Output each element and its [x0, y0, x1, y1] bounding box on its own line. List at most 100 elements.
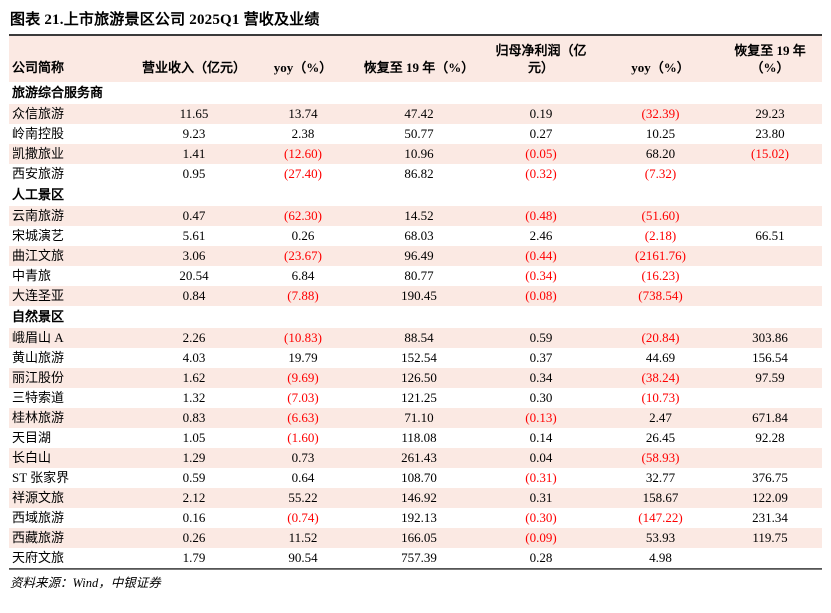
- value-cell: (7.03): [287, 390, 319, 405]
- value-cell: [718, 266, 822, 286]
- value-cell: 126.50: [359, 368, 479, 388]
- value-cell: 122.09: [718, 488, 822, 508]
- value-cell: 0.16: [182, 510, 206, 525]
- value-cell: (0.05): [479, 144, 603, 164]
- value-cell: (6.63): [247, 408, 359, 428]
- company-name-cell: 西藏旅游: [9, 528, 141, 548]
- value-cell: 0.59: [479, 328, 603, 348]
- value-cell: 108.70: [401, 470, 437, 485]
- value-cell: 166.05: [359, 528, 479, 548]
- value-cell: 152.54: [401, 350, 437, 365]
- value-cell: 0.26: [291, 228, 315, 243]
- value-cell: (32.39): [603, 104, 718, 124]
- value-cell: [718, 206, 822, 226]
- value-cell: 0.64: [291, 470, 315, 485]
- company-name-cell: 众信旅游: [9, 104, 141, 124]
- value-cell: 119.75: [718, 528, 822, 548]
- value-cell: 32.77: [645, 470, 676, 485]
- value-cell: 86.82: [404, 166, 434, 181]
- table-row: 丽江股份 1.62 (9.69) 126.50 0.34 (38.24) 97.59: [9, 368, 822, 388]
- value-cell: 0.34: [479, 368, 603, 388]
- value-cell: 4.98: [649, 550, 672, 565]
- value-cell: (23.67): [247, 246, 359, 266]
- value-cell: (7.88): [247, 286, 359, 306]
- value-cell: (2.18): [644, 228, 677, 243]
- value-cell: (0.74): [287, 510, 319, 525]
- company-name-cell: 大连圣亚: [9, 286, 141, 306]
- value-cell: 13.74: [247, 104, 359, 124]
- value-cell: 10.25: [645, 126, 676, 141]
- col-header-revenue: 营业收入（亿元）: [141, 36, 247, 82]
- value-cell: 2.47: [603, 408, 718, 428]
- table-row: 桂林旅游 0.83 (6.63) 71.10 (0.13) 2.47 671.84: [9, 408, 822, 428]
- value-cell: 0.73: [247, 448, 359, 468]
- col-header-revenue-yoy: yoy（%）: [247, 36, 359, 82]
- value-cell: (0.31): [525, 470, 557, 485]
- value-cell: 0.95: [182, 166, 206, 181]
- value-cell: 68.03: [404, 228, 434, 243]
- table-row: 黄山旅游 4.03 19.79 152.54 0.37 44.69 156.54: [9, 348, 822, 368]
- value-cell: 5.61: [182, 228, 206, 243]
- figure-title: 图表 21.上市旅游景区公司 2025Q1 营收及业绩: [10, 12, 320, 28]
- value-cell: 1.41: [141, 144, 247, 164]
- value-cell: 190.45: [359, 286, 479, 306]
- company-name-cell: 凯撒旅业: [9, 144, 141, 164]
- value-cell: 0.47: [141, 206, 247, 226]
- value-cell: (16.23): [641, 268, 680, 283]
- value-cell: 29.23: [718, 104, 822, 124]
- value-cell: (0.44): [479, 246, 603, 266]
- value-cell: (27.40): [284, 166, 322, 181]
- value-cell: 0.37: [529, 350, 553, 365]
- value-cell: (2161.76): [603, 246, 718, 266]
- value-cell: 192.13: [401, 510, 437, 525]
- value-cell: (10.73): [641, 390, 680, 405]
- value-cell: 55.22: [247, 488, 359, 508]
- value-cell: 96.49: [359, 246, 479, 266]
- value-cell: 66.51: [755, 228, 785, 243]
- company-name-cell: 桂林旅游: [9, 408, 141, 428]
- value-cell: 23.80: [755, 126, 785, 141]
- value-cell: (0.34): [525, 268, 557, 283]
- value-cell: 11.52: [247, 528, 359, 548]
- value-cell: [718, 448, 822, 468]
- value-cell: 88.54: [359, 328, 479, 348]
- value-cell: 1.05: [182, 430, 206, 445]
- company-name-cell: 宋城演艺: [12, 228, 65, 243]
- table-row: 中青旅 20.54 6.84 80.77 (0.34) (16.23): [9, 266, 822, 286]
- company-name-cell: 三特索道: [12, 390, 65, 405]
- value-cell: 53.93: [603, 528, 718, 548]
- value-cell: 80.77: [404, 268, 434, 283]
- company-name-cell: 祥源文旅: [9, 488, 141, 508]
- value-cell: 261.43: [359, 448, 479, 468]
- value-cell: 0.84: [141, 286, 247, 306]
- value-cell: 121.25: [401, 390, 437, 405]
- value-cell: (15.02): [718, 144, 822, 164]
- value-cell: (0.08): [479, 286, 603, 306]
- value-cell: 0.27: [529, 126, 553, 141]
- value-cell: 2.46: [529, 228, 553, 243]
- value-cell: 671.84: [718, 408, 822, 428]
- company-name-cell: 岭南控股: [12, 126, 65, 141]
- value-cell: (10.83): [247, 328, 359, 348]
- data-table: 公司简称 营业收入（亿元） yoy（%） 恢复至 19 年（%） 归母净利润（亿…: [9, 36, 822, 568]
- value-cell: 50.77: [404, 126, 434, 141]
- value-cell: 0.04: [479, 448, 603, 468]
- value-cell: 303.86: [718, 328, 822, 348]
- value-cell: 118.08: [401, 430, 437, 445]
- table-row: 宋城演艺 5.61 0.26 68.03 2.46 (2.18) 66.51: [9, 226, 822, 246]
- section-name: 自然景区: [9, 306, 822, 328]
- value-cell: (7.32): [644, 166, 677, 181]
- value-cell: 0.28: [529, 550, 553, 565]
- value-cell: 1.29: [141, 448, 247, 468]
- value-cell: 0.59: [182, 470, 206, 485]
- value-cell: 44.69: [645, 350, 676, 365]
- value-cell: (0.32): [525, 166, 557, 181]
- company-name-cell: 曲江文旅: [9, 246, 141, 266]
- value-cell: 0.14: [529, 430, 553, 445]
- table-row: 天府文旅 1.79 90.54 757.39 0.28 4.98: [9, 548, 822, 568]
- value-cell: (0.09): [479, 528, 603, 548]
- value-cell: 2.26: [141, 328, 247, 348]
- value-cell: [718, 548, 822, 568]
- col-header-netprofit-yoy: yoy（%）: [603, 36, 718, 82]
- report-figure: 图表 21.上市旅游景区公司 2025Q1 营收及业绩 公司简称 营业收入（亿元…: [9, 12, 822, 590]
